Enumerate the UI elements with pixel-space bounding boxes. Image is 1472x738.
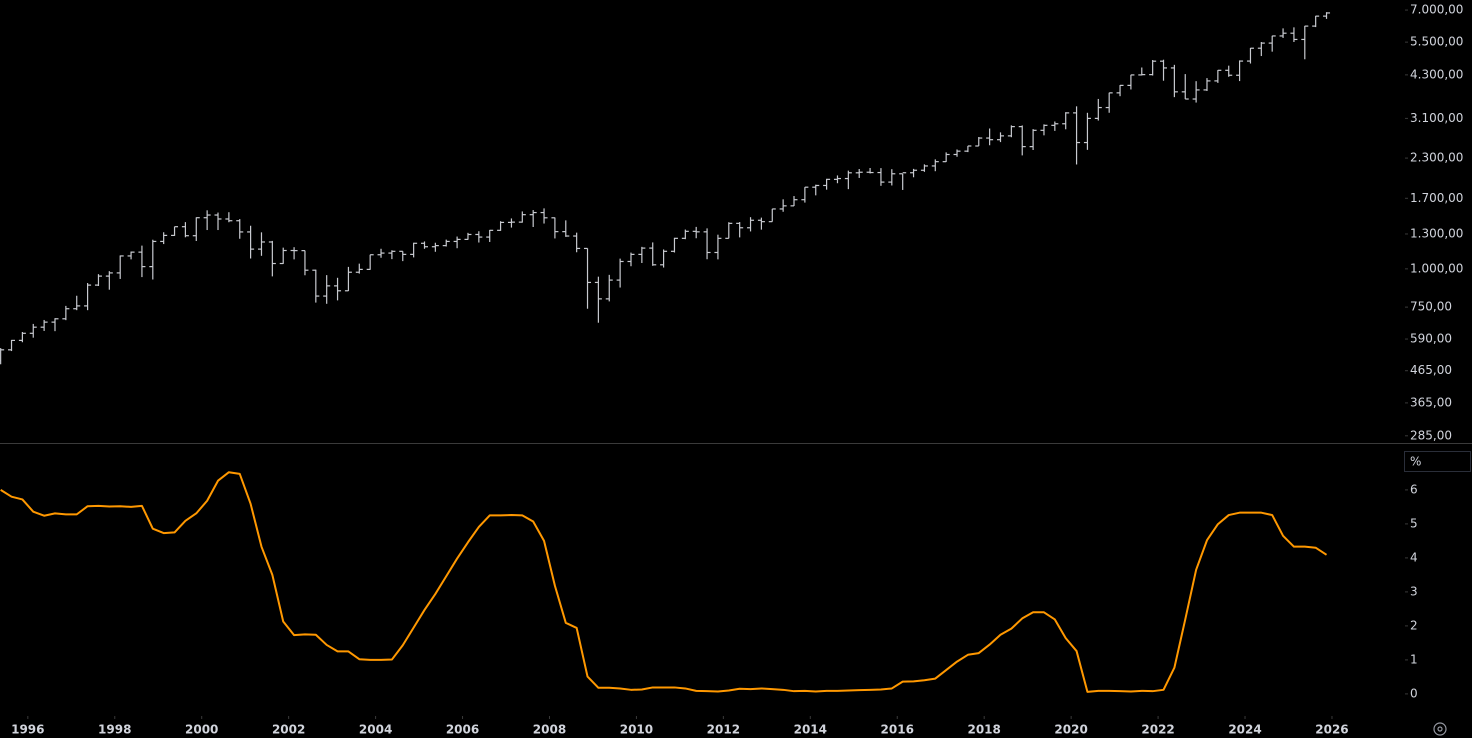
y-tick-label: 750,00 <box>1410 300 1452 314</box>
y-tick-label: 3 <box>1410 584 1418 598</box>
y-tick-label: 5.500,00 <box>1410 35 1463 49</box>
x-tick-label: 2010 <box>620 723 653 737</box>
x-tick-label: 2002 <box>272 723 305 737</box>
y-tick-label: 465,00 <box>1410 363 1452 377</box>
x-tick-label: 2020 <box>1054 723 1087 737</box>
settings-icon[interactable] <box>1433 722 1447 736</box>
x-tick-label: 2008 <box>533 723 566 737</box>
rate-line <box>0 471 1328 693</box>
y-tick-label: 2.300,00 <box>1410 151 1463 165</box>
y-tick-label: 6 <box>1410 482 1418 496</box>
x-tick-label: 2014 <box>794 723 827 737</box>
y-tick-label: 3.100,00 <box>1410 111 1463 125</box>
y-tick-label: 1.700,00 <box>1410 191 1463 205</box>
x-tick-label: 2018 <box>967 723 1000 737</box>
x-tick-label: 2026 <box>1315 723 1348 737</box>
y-unit-label: % <box>1410 455 1421 469</box>
y-tick-label: 1.300,00 <box>1410 226 1463 240</box>
y-tick-label: 1 <box>1410 652 1418 666</box>
x-tick-label: 2004 <box>359 723 392 737</box>
y-tick-label: 4.300,00 <box>1410 67 1463 81</box>
y-tick-label: 2 <box>1410 618 1418 632</box>
x-tick-label: 2022 <box>1141 723 1174 737</box>
y-tick-label: 7.000,00 <box>1410 3 1463 17</box>
x-tick-label: 1998 <box>98 723 131 737</box>
x-tick-label: 2016 <box>881 723 914 737</box>
y-tick-label: 365,00 <box>1410 395 1452 409</box>
x-tick-label: 2006 <box>446 723 479 737</box>
y-tick-label: 1.000,00 <box>1410 261 1463 275</box>
x-tick-label: 1996 <box>11 723 44 737</box>
unit-box <box>1404 451 1471 472</box>
y-tick-label: 5 <box>1410 516 1418 530</box>
x-tick-label: 2012 <box>707 723 740 737</box>
y-tick-label: 285,00 <box>1410 428 1452 442</box>
y-tick-label: 0 <box>1410 686 1418 700</box>
x-tick-label: 2000 <box>185 723 218 737</box>
x-tick-label: 2024 <box>1228 723 1261 737</box>
y-tick-label: 4 <box>1410 550 1418 564</box>
y-tick-label: 590,00 <box>1410 332 1452 346</box>
